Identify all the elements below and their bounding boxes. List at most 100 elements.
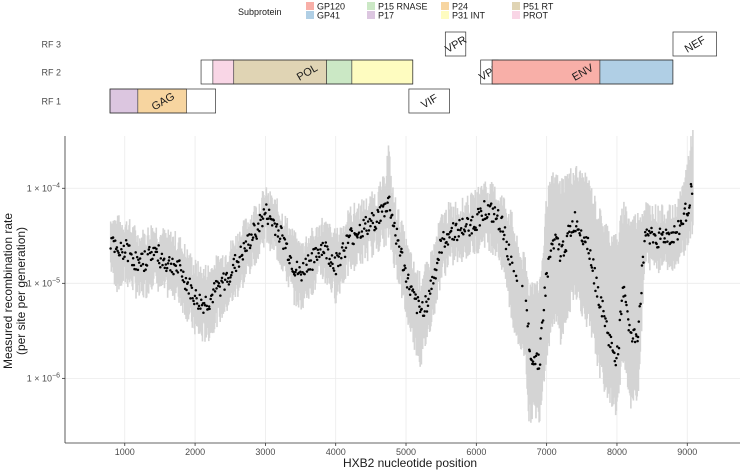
data-point	[446, 243, 450, 246]
data-point	[660, 233, 664, 236]
data-point	[193, 294, 197, 298]
data-point	[225, 271, 229, 275]
data-point	[452, 238, 456, 241]
data-point	[197, 304, 201, 308]
data-point	[425, 310, 429, 313]
data-point	[627, 328, 630, 332]
axes	[64, 136, 740, 444]
data-point	[447, 233, 450, 236]
data-point	[437, 258, 440, 262]
data-point	[380, 210, 384, 213]
data-point	[234, 269, 238, 273]
data-point	[671, 231, 675, 234]
data-point	[155, 247, 158, 251]
data-point	[360, 230, 364, 233]
data-point	[636, 335, 640, 339]
data-point	[538, 363, 542, 366]
gene-nef: NEF	[672, 31, 717, 57]
data-point	[515, 279, 519, 282]
data-point	[500, 215, 504, 218]
data-point	[568, 230, 571, 234]
data-point	[426, 304, 430, 308]
data-point	[193, 302, 196, 306]
data-point	[438, 251, 441, 254]
data-point	[337, 264, 340, 268]
data-point	[509, 255, 513, 258]
data-point	[504, 247, 508, 251]
data-point	[392, 224, 396, 228]
data-point	[113, 239, 117, 242]
data-point	[477, 210, 481, 214]
data-point	[557, 247, 560, 251]
x-axis-title: HXB2 nucleotide position	[343, 456, 477, 470]
data-point	[622, 285, 626, 289]
data-point	[609, 345, 612, 349]
data-point	[478, 224, 482, 227]
data-point	[367, 229, 371, 232]
data-point	[248, 246, 252, 250]
data-point	[450, 226, 454, 230]
data-point	[156, 259, 160, 262]
data-point	[172, 272, 175, 276]
data-point	[457, 235, 460, 238]
data-point	[194, 289, 198, 292]
data-point	[483, 200, 486, 203]
data-point	[581, 240, 584, 243]
data-point	[666, 240, 669, 243]
legend-title: Subprotein	[238, 7, 282, 17]
data-point	[366, 220, 370, 223]
data-point	[294, 270, 297, 274]
data-point	[410, 285, 413, 288]
data-point	[474, 226, 477, 229]
data-point	[164, 263, 168, 266]
data-point	[174, 264, 178, 268]
data-point	[316, 248, 320, 252]
data-point	[553, 238, 556, 241]
data-point	[416, 295, 420, 299]
data-point	[496, 214, 499, 217]
data-point	[314, 246, 318, 250]
data-point	[568, 224, 572, 228]
data-point	[159, 266, 162, 269]
x-tick-label: 5000	[396, 447, 416, 457]
data-point	[223, 288, 226, 291]
data-point	[372, 214, 375, 217]
data-point	[168, 256, 171, 259]
data-point	[186, 281, 190, 284]
data-point	[613, 359, 617, 363]
data-point	[425, 300, 428, 304]
data-point	[491, 207, 495, 210]
data-point	[338, 252, 341, 255]
data-point	[374, 227, 378, 230]
data-point	[420, 307, 423, 311]
data-point	[684, 202, 687, 205]
data-point	[237, 260, 240, 264]
data-point	[266, 222, 270, 226]
data-point	[157, 261, 161, 265]
data-point	[505, 240, 508, 244]
data-point	[119, 241, 123, 245]
data-point	[256, 228, 260, 231]
data-point	[594, 289, 597, 293]
x-tick-label: 9000	[677, 447, 697, 457]
data-point	[377, 210, 380, 214]
data-point	[439, 239, 443, 243]
data-point	[672, 241, 675, 244]
data-point	[462, 232, 465, 236]
data-point	[227, 276, 230, 280]
data-point	[597, 303, 600, 307]
data-point	[493, 206, 497, 209]
data-point	[170, 270, 174, 274]
data-point	[280, 226, 283, 230]
data-point	[422, 314, 426, 317]
gene-box-outline	[408, 88, 450, 114]
data-point	[113, 250, 116, 254]
data-point	[442, 230, 445, 234]
data-point	[626, 318, 630, 321]
data-point	[207, 305, 211, 308]
gene-vif: VIF	[408, 88, 450, 114]
data-point	[640, 264, 644, 267]
data-point	[258, 213, 262, 217]
data-point	[216, 280, 219, 283]
data-point	[319, 243, 323, 247]
